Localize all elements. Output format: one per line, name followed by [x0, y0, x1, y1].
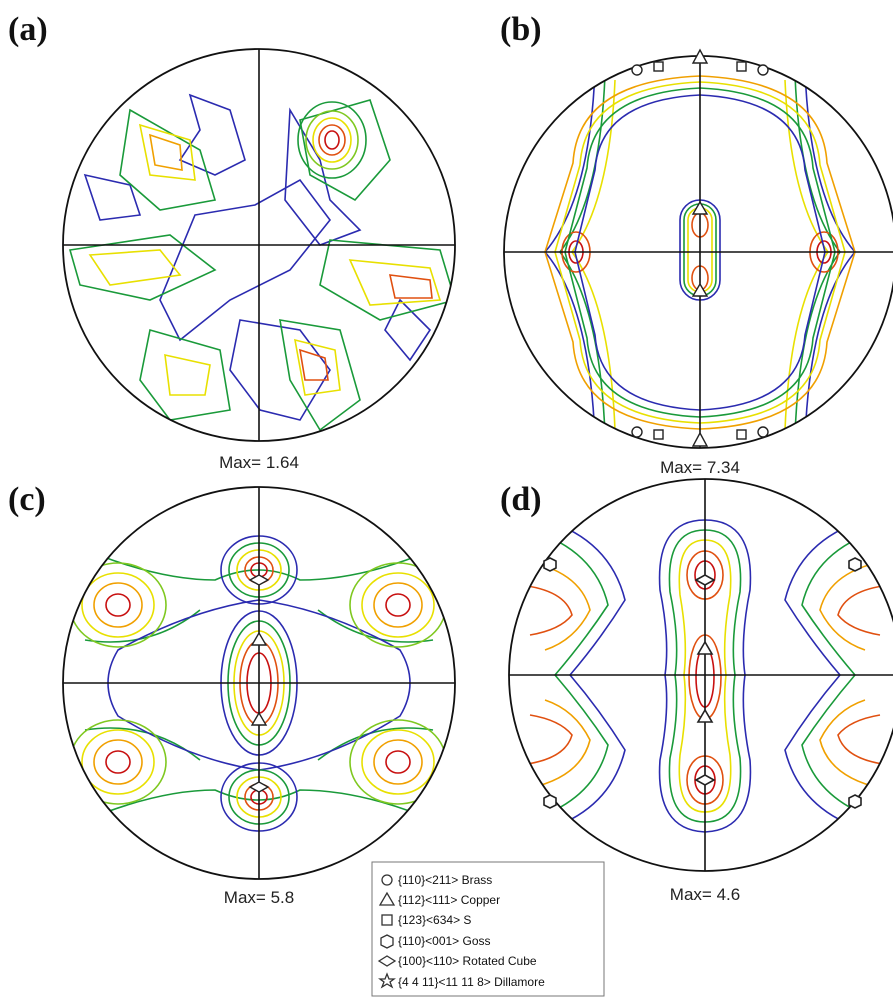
panel-b: (b) — [500, 11, 893, 477]
panel-c: (c) — [8, 481, 456, 907]
brass-marker — [757, 64, 769, 76]
triangle-icon — [378, 891, 396, 906]
square-icon — [381, 914, 393, 926]
legend-rotated-cube: {100}<110> Rotated Cube — [398, 954, 537, 968]
panel-c-max: Max= 5.8 — [224, 888, 294, 907]
legend-dillamore: {4 4 11}<11 11 8> Dillamore — [398, 975, 545, 989]
rotated-cube-marker — [694, 774, 716, 786]
copper-marker — [696, 708, 714, 723]
corner-peak-ur — [349, 562, 447, 648]
brass-marker — [631, 64, 643, 76]
hexagon-icon — [380, 934, 394, 949]
legend-box — [371, 861, 605, 997]
rotated-cube-marker — [694, 574, 716, 586]
corner-peak-ul — [69, 562, 167, 648]
panel-a-contours — [68, 93, 455, 432]
brass-marker — [757, 426, 769, 438]
corner-peak-lr — [349, 719, 447, 805]
copper-marker — [691, 431, 709, 447]
rotated-cube-marker — [248, 574, 270, 586]
copper-marker — [691, 282, 709, 297]
legend-copper: {112}<111> Copper — [398, 893, 500, 907]
goss-marker — [848, 794, 862, 809]
s-marker — [736, 429, 747, 440]
copper-marker — [250, 631, 268, 646]
panel-d-label: (d) — [500, 481, 542, 518]
panel-a-max: Max= 1.64 — [219, 453, 299, 472]
panel-a: (a) — [8, 11, 456, 472]
s-marker — [653, 61, 664, 72]
panel-c-label: (c) — [8, 481, 46, 518]
s-marker — [653, 429, 664, 440]
legend: {110}<211> Brass {112}<111> Copper {123}… — [371, 861, 605, 997]
copper-marker — [691, 200, 709, 215]
panel-b-label: (b) — [500, 11, 542, 48]
goss-marker — [543, 557, 557, 572]
legend-goss: {110}<001> Goss — [398, 934, 491, 948]
goss-marker — [543, 794, 557, 809]
panel-d-markers — [543, 557, 862, 809]
panel-d: (d) — [500, 478, 893, 904]
star-icon — [378, 972, 396, 989]
panel-d-max: Max= 4.6 — [670, 885, 740, 904]
rotated-cube-marker — [248, 781, 270, 793]
diamond-icon — [377, 955, 397, 967]
corner-peak-ll — [69, 719, 167, 805]
legend-s: {123}<634> S — [398, 913, 471, 927]
goss-marker — [848, 557, 862, 572]
panel-b-max: Max= 7.34 — [660, 458, 740, 477]
panel-a-label: (a) — [8, 11, 48, 48]
copper-marker — [696, 640, 714, 655]
copper-marker — [250, 711, 268, 726]
legend-brass: {110}<211> Brass — [398, 873, 492, 887]
s-marker — [736, 61, 747, 72]
circle-icon — [381, 874, 393, 886]
copper-marker — [691, 48, 709, 64]
panel-c-markers — [248, 574, 270, 793]
brass-marker — [631, 426, 643, 438]
panel-b-markers — [631, 48, 769, 447]
